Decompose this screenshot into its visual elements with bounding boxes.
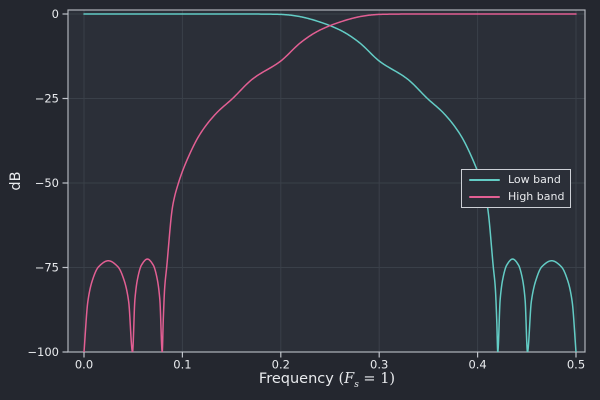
x-tick-label: 0.2 — [272, 358, 290, 372]
x-tick-label: 0.0 — [75, 358, 93, 372]
y-tick-label: 0 — [52, 7, 59, 21]
x-axis-label-math: (Fs = 1) — [338, 371, 396, 390]
legend-label-low-band: Low band — [508, 173, 561, 186]
x-tick-label: 0.3 — [370, 358, 388, 372]
legend-entry-high-band: High band — [469, 190, 570, 204]
axes-frame — [67, 9, 586, 353]
x-tick-label: 0.4 — [468, 358, 486, 372]
y-tick-label: −75 — [35, 260, 59, 274]
x-axis-label: Frequency (Fs = 1) — [259, 371, 395, 390]
high-band-curve — [83, 13, 577, 352]
x-tick-label: 0.5 — [567, 358, 585, 372]
legend-line-low-band — [469, 179, 500, 181]
x-axis-label-text: Frequency — [258, 371, 339, 387]
legend-label-high-band: High band — [508, 190, 565, 203]
legend-entry-low-band: Low band — [469, 173, 570, 187]
y-tick-label: −25 — [35, 91, 59, 105]
y-tick-label: −50 — [35, 176, 59, 190]
y-tick-label: −100 — [27, 345, 59, 359]
x-tick-label: 0.1 — [173, 358, 191, 372]
y-axis-label: dB — [8, 171, 24, 191]
legend: Low band High band — [461, 169, 571, 208]
legend-line-high-band — [469, 196, 500, 198]
